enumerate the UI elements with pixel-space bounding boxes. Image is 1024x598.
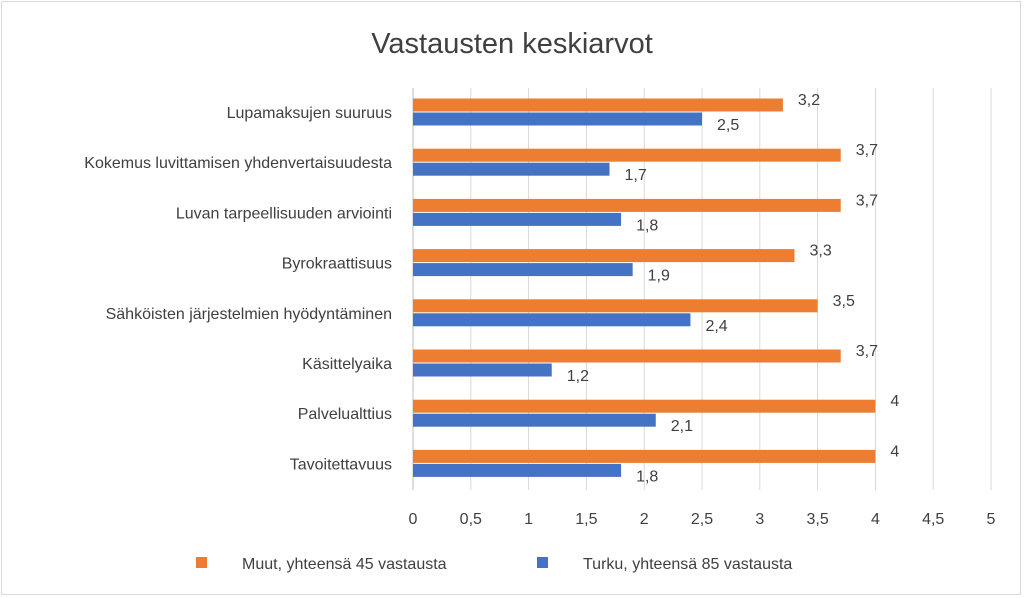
bar-muut (413, 299, 818, 313)
data-label: 4 (890, 443, 899, 460)
x-tick-label: 0 (409, 511, 418, 528)
category-label: Byrokraattisuus (282, 256, 392, 273)
data-label: 1,2 (567, 368, 589, 385)
bar-turku (413, 463, 622, 477)
category-label: Kokemus luvittamisen yhdenvertaisuudesta (84, 155, 392, 172)
bar-muut (413, 98, 783, 112)
bar-muut (413, 148, 841, 162)
data-label: 1,7 (625, 167, 647, 184)
category-label: Palvelualttius (298, 406, 392, 423)
legend-swatch (537, 557, 548, 568)
data-label: 1,8 (636, 217, 658, 234)
bar-turku (413, 363, 552, 377)
legend-label: Muut, yhteensä 45 vastausta (242, 556, 447, 573)
category-label: Käsittelyaika (302, 356, 392, 373)
data-label: 4 (890, 393, 899, 410)
data-label: 2,5 (717, 117, 739, 134)
data-label: 3,5 (833, 293, 855, 310)
legend-swatch (196, 557, 207, 568)
x-tick-label: 0,5 (460, 511, 482, 528)
bar-muut (413, 198, 841, 212)
category-label: Luvan tarpeellisuuden arviointi (176, 205, 392, 222)
category-label: Tavoitettavuus (290, 456, 392, 473)
x-tick-label: 5 (987, 511, 996, 528)
x-tick-label: 3,5 (806, 511, 828, 528)
bar-turku (413, 263, 633, 277)
bar-turku (413, 162, 610, 176)
category-label: Lupamaksujen suuruus (227, 105, 392, 122)
data-label: 1,9 (648, 268, 670, 285)
bar-turku (413, 112, 702, 126)
x-tick-label: 3 (755, 511, 764, 528)
bar-turku (413, 313, 691, 327)
chart-title: Vastausten keskiarvot (371, 28, 653, 60)
legend-label: Turku, yhteensä 85 vastausta (583, 556, 792, 573)
data-label: 2,1 (671, 418, 693, 435)
bar-turku (413, 212, 622, 226)
bar-muut (413, 249, 795, 263)
data-label: 3,7 (856, 343, 878, 360)
x-tick-label: 2,5 (691, 511, 713, 528)
x-tick-label: 2 (640, 511, 649, 528)
category-label: Sähköisten järjestelmien hyödyntäminen (106, 306, 392, 323)
bar-turku (413, 413, 656, 427)
data-label: 3,2 (798, 92, 820, 109)
bar-muut (413, 349, 841, 363)
bar-muut (413, 399, 876, 413)
data-label: 1,8 (636, 468, 658, 485)
x-tick-label: 1 (524, 511, 533, 528)
data-label: 3,7 (856, 192, 878, 209)
x-tick-label: 1,5 (575, 511, 597, 528)
x-tick-label: 4 (871, 511, 880, 528)
data-label: 3,7 (856, 142, 878, 159)
data-label: 2,4 (705, 318, 727, 335)
bar-muut (413, 449, 876, 463)
x-tick-label: 4,5 (922, 511, 944, 528)
data-label: 3,3 (809, 243, 831, 260)
